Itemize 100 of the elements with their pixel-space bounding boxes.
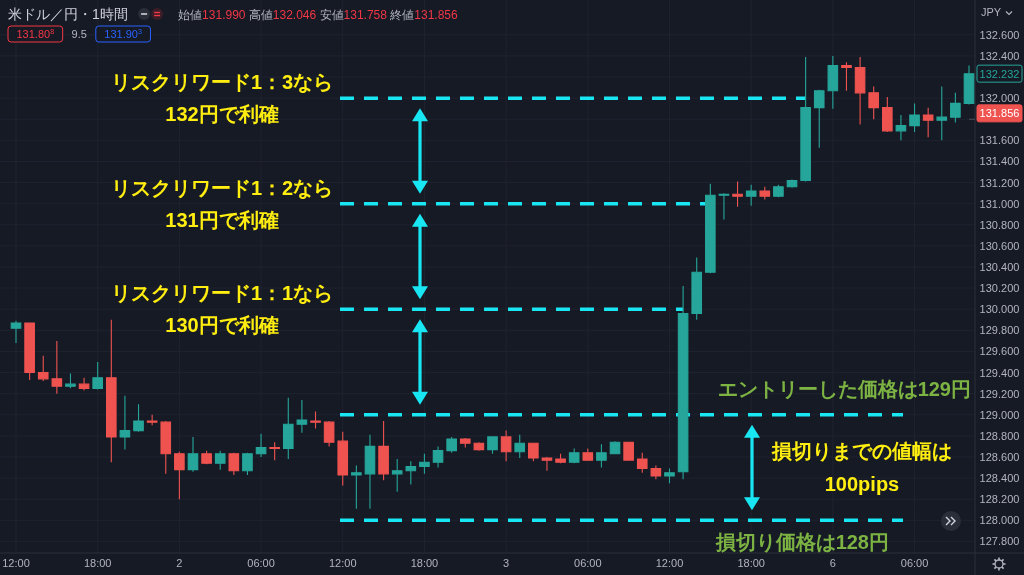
candlestick bbox=[718, 192, 730, 221]
y-tick-label: 130.600 bbox=[979, 239, 1020, 252]
candlestick bbox=[609, 440, 621, 455]
y-tick-label: 128.400 bbox=[979, 472, 1020, 485]
candlestick bbox=[432, 445, 444, 469]
candlestick bbox=[10, 320, 22, 344]
candlestick bbox=[854, 56, 866, 126]
candlestick bbox=[773, 184, 784, 198]
candlestick bbox=[936, 85, 948, 141]
candlestick bbox=[146, 414, 158, 426]
y-tick-label: 132.600 bbox=[979, 28, 1020, 41]
y-tick-label: 131.600 bbox=[979, 134, 1020, 147]
annotation: 9.5 bbox=[71, 28, 87, 40]
candlestick bbox=[187, 436, 199, 473]
annotation: 始値131.990 高値132.046 安値131.758 終値131.856 bbox=[178, 8, 459, 22]
y-tick-label: 130.400 bbox=[979, 261, 1020, 273]
y-tick-label: 128.600 bbox=[979, 450, 1020, 463]
ref-line-label: 損切り価格は128円 bbox=[714, 531, 889, 554]
candlestick bbox=[909, 102, 920, 133]
candlestick bbox=[882, 96, 893, 133]
y-tick-label: 129.400 bbox=[979, 366, 1020, 379]
candlestick bbox=[105, 319, 117, 463]
y-tick-label: 129.000 bbox=[979, 408, 1020, 421]
y-tick-label: 128.000 bbox=[979, 514, 1020, 527]
x-tick-label: 12:00 bbox=[328, 557, 357, 569]
ref-line-label: リスクリワード1：2なら 131円で利確 bbox=[110, 176, 334, 231]
x-tick-label: 06:00 bbox=[900, 557, 929, 569]
candlestick bbox=[582, 447, 594, 461]
ref-line-label: エントリーした価格は129円 bbox=[717, 377, 971, 400]
candlestick bbox=[732, 180, 743, 208]
candlestick bbox=[92, 361, 103, 390]
y-tick-label: 130.200 bbox=[979, 282, 1020, 295]
y-tick-label: 129.200 bbox=[979, 387, 1020, 400]
y-tick-label: 129.600 bbox=[979, 345, 1020, 358]
x-tick-label: 12:00 bbox=[655, 557, 684, 569]
candlestick bbox=[459, 437, 471, 449]
ref-line-label: リスクリワード1：1なら 130円で利確 bbox=[110, 282, 334, 337]
candlestick bbox=[800, 56, 811, 183]
x-tick-label: 18:00 bbox=[737, 557, 765, 569]
x-tick-label: 2 bbox=[176, 557, 183, 569]
candlestick bbox=[759, 186, 771, 201]
candlestick bbox=[813, 89, 825, 149]
chart-title: 米ドル／円・1時間 bbox=[8, 6, 128, 22]
candlestick bbox=[895, 114, 907, 141]
candlestick bbox=[65, 373, 76, 389]
candlestick bbox=[78, 377, 90, 392]
candlestick bbox=[528, 442, 539, 462]
candlestick bbox=[596, 443, 607, 469]
x-tick-label: 3 bbox=[503, 557, 510, 569]
candlestick bbox=[174, 451, 185, 500]
candlestick bbox=[745, 184, 757, 207]
candlestick bbox=[201, 450, 212, 465]
candlestick bbox=[269, 441, 280, 461]
candlestick bbox=[391, 458, 403, 493]
candlestick bbox=[296, 399, 308, 434]
x-tick-label: 18:00 bbox=[410, 557, 439, 569]
candlestick bbox=[922, 107, 934, 138]
candlestick bbox=[160, 420, 172, 475]
candlestick bbox=[868, 85, 880, 120]
candlestick bbox=[446, 436, 457, 454]
x-tick-label: 06:00 bbox=[574, 557, 602, 569]
candlestick bbox=[133, 403, 144, 433]
candlestick bbox=[51, 340, 63, 395]
candlestick bbox=[514, 434, 526, 459]
candlestick bbox=[786, 178, 798, 189]
x-tick-label: 12:00 bbox=[2, 557, 30, 569]
annotation: 131.90$^{3}$ bbox=[104, 28, 142, 40]
candlestick bbox=[664, 468, 675, 484]
candlestick bbox=[228, 452, 240, 476]
x-tick-label: 06:00 bbox=[247, 557, 275, 569]
y-tick-label: 131.000 bbox=[979, 197, 1020, 210]
candlestick bbox=[623, 441, 634, 461]
candlestick bbox=[323, 420, 335, 447]
x-tick-label: 6 bbox=[829, 557, 836, 569]
candlestick bbox=[405, 460, 417, 485]
candlestick bbox=[37, 355, 49, 382]
candlestick bbox=[827, 55, 839, 110]
candlestick bbox=[119, 395, 131, 451]
candlestick bbox=[705, 183, 716, 274]
candlestick bbox=[255, 433, 267, 458]
text: 131.856 bbox=[979, 107, 1020, 120]
candlestick bbox=[691, 256, 703, 321]
candlestick bbox=[500, 430, 512, 462]
candlestick bbox=[950, 92, 961, 123]
candlestick bbox=[24, 322, 35, 381]
y-tick-label: 131.400 bbox=[979, 155, 1020, 168]
candlestick bbox=[650, 464, 662, 480]
y-tick-label: 132.400 bbox=[979, 49, 1020, 62]
y-axis-title: JPY bbox=[981, 6, 1002, 18]
y-tick-label: 129.800 bbox=[979, 324, 1020, 337]
candlestick bbox=[541, 456, 553, 472]
candlestick bbox=[378, 420, 389, 481]
candlestick bbox=[419, 453, 430, 475]
text: 132.232 bbox=[979, 67, 1020, 80]
x-tick-label: 18:00 bbox=[83, 557, 112, 569]
candlestick bbox=[337, 431, 349, 487]
candlestick bbox=[636, 452, 648, 474]
candlestick bbox=[841, 61, 852, 92]
candlestick bbox=[214, 450, 226, 471]
candlestick bbox=[310, 411, 321, 430]
